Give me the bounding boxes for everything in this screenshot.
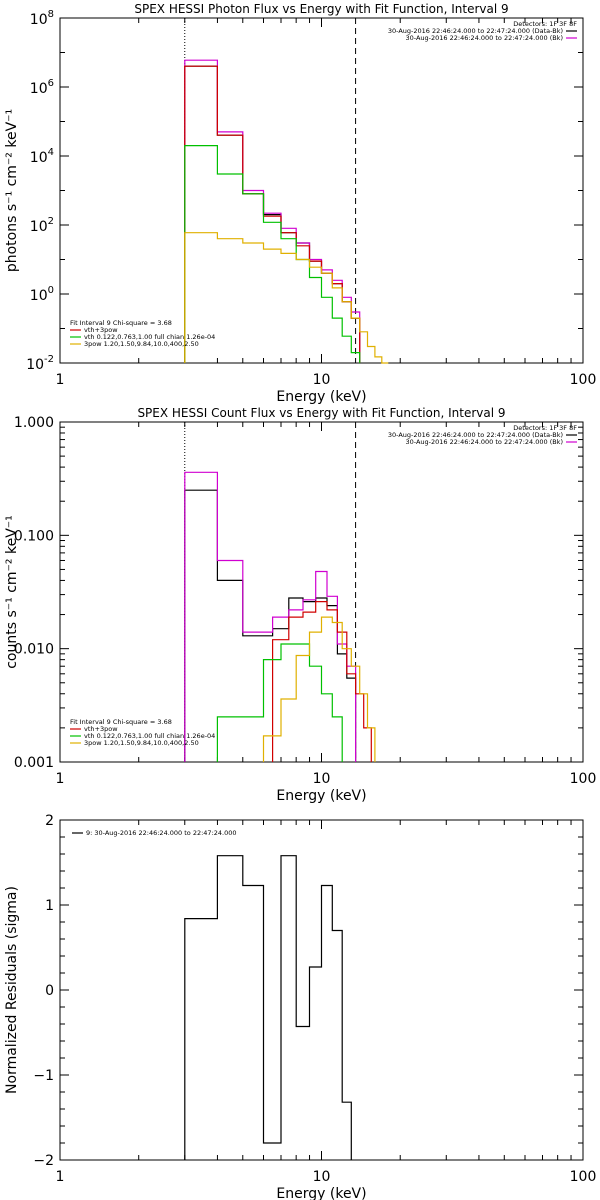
- x-tick-label: 1: [56, 1169, 65, 1185]
- y-tick-exponent: 2: [48, 216, 54, 227]
- x-tick-label: 100: [570, 1169, 597, 1185]
- y-tick-label: 0.100: [14, 528, 54, 544]
- y-tick-exponent: 4: [48, 147, 54, 158]
- series-line-bk: [184, 471, 357, 762]
- legend-header: Fit Interval 9 Chi-square = 3.68: [70, 718, 172, 726]
- x-tick-label: 1: [56, 372, 65, 388]
- legend-entry-text: vth 0.122,0.763,1.00 full chian 1.26e-04: [84, 732, 215, 740]
- y-tick-exponent: 0: [48, 285, 54, 296]
- chart-title: SPEX HESSI Photon Flux vs Energy with Fi…: [134, 2, 508, 16]
- y-tick-label: 104: [30, 147, 54, 166]
- y-tick-base: 10: [30, 219, 48, 235]
- y-tick-label: 2: [45, 813, 54, 829]
- plot-frame: [59, 819, 584, 1161]
- legend-entry-text: 30-Aug-2016 22:46:24.000 to 22:47:24.000…: [406, 438, 563, 446]
- y-tick-label: 0.001: [14, 755, 54, 771]
- legend-header: Detectors: 1F 3F 8F: [513, 20, 577, 28]
- series-line-data-bk: [184, 489, 357, 762]
- y-tick-exponent: -2: [44, 354, 54, 365]
- y-tick-label: 0.010: [14, 642, 54, 658]
- legend-entry-text: vth+3pow: [84, 725, 118, 733]
- y-tick-base: 10: [30, 288, 48, 304]
- plot-frame: [59, 17, 584, 364]
- legend-entry-text: 3pow 1.20,1.50,9.84,10.0,400,2.50: [84, 340, 199, 348]
- series-line-vth: [216, 643, 343, 762]
- x-tick-label: 100: [570, 372, 597, 388]
- x-axis-label: Energy (keV): [276, 1186, 366, 1200]
- photon-flux-panel: SPEX HESSI Photon Flux vs Energy with Fi…: [4, 2, 596, 405]
- residuals-panel: 1 10 100 Energy (keV) −2 −1 0 1 2 Normalized Resi…: [4, 813, 596, 1200]
- y-tick-label: 1.000: [14, 415, 54, 431]
- y-tick-label: 106: [30, 78, 54, 97]
- y-tick-label: −1: [33, 1068, 54, 1084]
- y-tick-base: 10: [26, 357, 44, 373]
- y-tick-label: 102: [30, 216, 54, 235]
- y-tick-base: 10: [30, 12, 48, 28]
- series-line-3pow: [262, 616, 376, 762]
- y-tick-base: 10: [30, 150, 48, 166]
- y-axis-label: Normalized Residuals (sigma): [4, 886, 20, 1094]
- legend-entry-text: 30-Aug-2016 22:46:24.000 to 22:47:24.000…: [388, 27, 563, 35]
- legend-entry-text: 30-Aug-2016 22:46:24.000 to 22:47:24.000…: [406, 34, 563, 42]
- y-tick-label: 0: [45, 983, 54, 999]
- plot-frame: [59, 421, 584, 763]
- y-tick-label: −2: [33, 1153, 54, 1169]
- x-tick-label: 10: [313, 1169, 331, 1185]
- legend-entry-text: 3pow 1.20,1.50,9.84,10.0,400,2.50: [84, 739, 199, 747]
- x-axis-label: Energy (keV): [276, 788, 366, 804]
- x-tick-label: 10: [313, 771, 331, 787]
- y-tick-label: 10-2: [26, 354, 54, 373]
- legend-entry-text: 30-Aug-2016 22:46:24.000 to 22:47:24.000…: [388, 431, 563, 439]
- legend-entry-text: 9: 30-Aug-2016 22:46:24.000 to 22:47:24.…: [86, 829, 237, 837]
- legend-entry-text: vth 0.122,0.763,1.00 full chian 1.26e-04: [84, 333, 215, 341]
- x-tick-label: 1: [56, 771, 65, 787]
- series-line-vth: [184, 145, 361, 363]
- y-tick-base: 10: [30, 81, 48, 97]
- legend-header: Detectors: 1F 3F 8F: [513, 424, 577, 432]
- series-line-residuals: [184, 855, 352, 1160]
- y-tick-label: 100: [30, 285, 54, 304]
- y-tick-label: 108: [30, 9, 54, 28]
- y-axis-label: counts s⁻¹ cm⁻² keV⁻¹: [4, 515, 20, 669]
- x-tick-label: 10: [313, 372, 331, 388]
- series-line-3pow: [184, 232, 389, 364]
- legend-entry-text: vth+3pow: [84, 326, 118, 334]
- count-flux-panel: SPEX HESSI Count Flux vs Energy with Fit…: [4, 406, 596, 804]
- y-tick-exponent: 8: [48, 9, 54, 20]
- y-axis-label: photons s⁻¹ cm⁻² keV⁻¹: [4, 109, 20, 272]
- y-tick-exponent: 6: [48, 78, 54, 89]
- x-tick-label: 100: [570, 771, 597, 787]
- y-tick-label: 1: [45, 898, 54, 914]
- series-line-bk: [184, 59, 361, 363]
- chart-title: SPEX HESSI Count Flux vs Energy with Fit…: [137, 406, 505, 420]
- x-axis-label: Energy (keV): [276, 389, 366, 405]
- legend-header: Fit Interval 9 Chi-square = 3.68: [70, 319, 172, 327]
